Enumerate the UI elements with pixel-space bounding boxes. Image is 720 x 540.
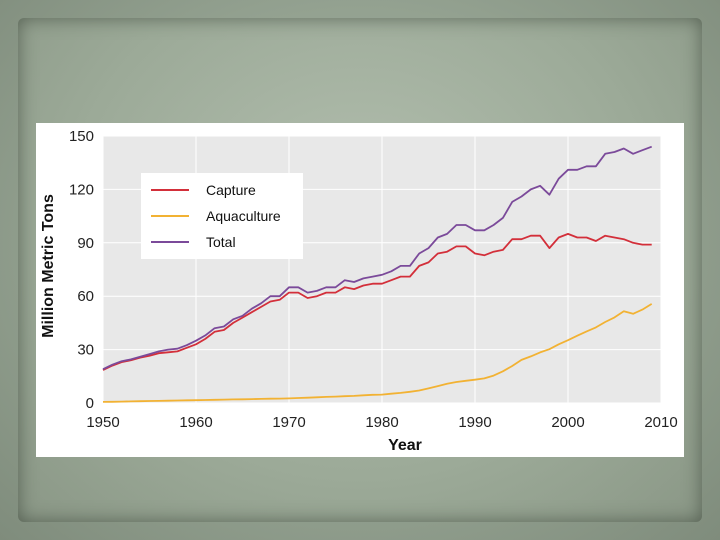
y-tick-label: 150 bbox=[69, 128, 94, 145]
series-line-aquaculture bbox=[102, 303, 653, 403]
x-tick-label: 2010 bbox=[644, 414, 677, 431]
legend-label-capture: Capture bbox=[206, 182, 256, 198]
x-tick-label: 1990 bbox=[458, 414, 491, 431]
line-chart: 1950 1960 1970 1980 1990 2000 2010 0 30 60 90 120 1… bbox=[40, 128, 678, 454]
chart-card: 1950 1960 1970 1980 1990 2000 2010 0 30 60 90 120 1… bbox=[36, 123, 684, 457]
x-tick-label: 1980 bbox=[365, 414, 398, 431]
x-tick-label: 1970 bbox=[272, 414, 305, 431]
y-tick-label: 120 bbox=[69, 181, 94, 198]
y-tick-label: 0 bbox=[86, 395, 94, 412]
x-tick-label: 1950 bbox=[86, 414, 119, 431]
x-tick-label: 2000 bbox=[551, 414, 584, 431]
legend: Capture Aquaculture Total bbox=[141, 173, 303, 259]
y-tick-label: 60 bbox=[77, 288, 94, 305]
series-lines bbox=[102, 145, 653, 403]
series-line-total bbox=[102, 145, 653, 371]
legend-label-total: Total bbox=[206, 234, 236, 250]
x-tick-label: 1960 bbox=[179, 414, 212, 431]
x-tick-labels: 1950 1960 1970 1980 1990 2000 2010 bbox=[86, 414, 677, 431]
y-tick-labels: 0 30 60 90 120 150 bbox=[69, 128, 94, 412]
x-axis-title: Year bbox=[388, 437, 422, 454]
series-line-capture bbox=[102, 233, 652, 371]
y-axis-title: Million Metric Tons bbox=[40, 194, 57, 338]
y-tick-label: 90 bbox=[77, 235, 94, 252]
y-tick-label: 30 bbox=[77, 342, 94, 359]
legend-label-aquaculture: Aquaculture bbox=[206, 208, 281, 224]
